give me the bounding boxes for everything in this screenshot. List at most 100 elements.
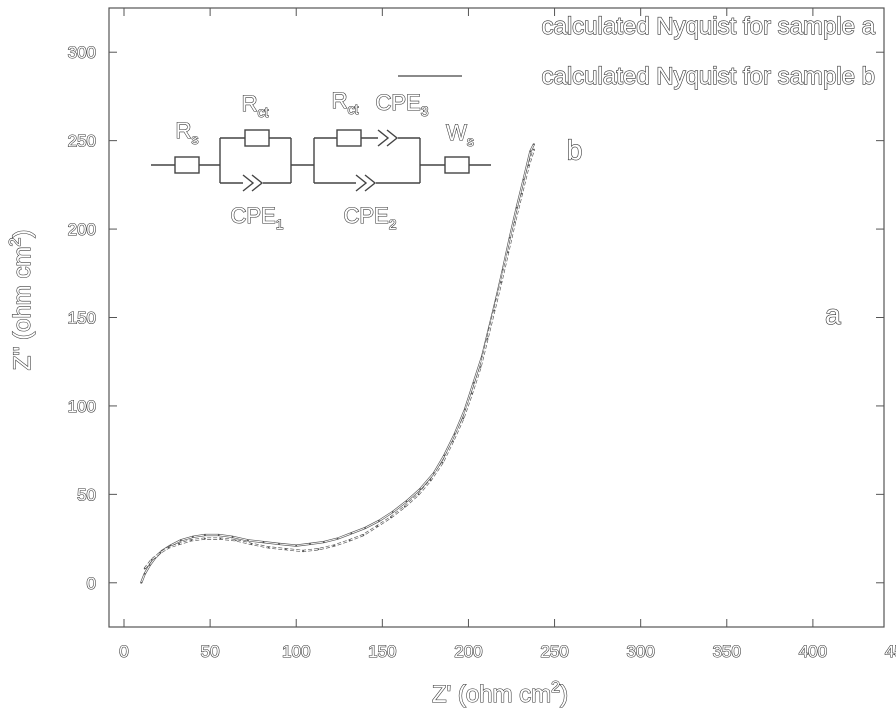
x-axis-label: Z' (ohm cm2)	[432, 679, 568, 708]
data-point	[140, 581, 143, 584]
x-tick-label: 100	[282, 642, 310, 661]
equivalent-circuit	[151, 129, 491, 192]
data-point	[391, 511, 394, 513]
data-point	[441, 461, 444, 464]
data-point	[169, 544, 172, 547]
rs-label: Rs	[176, 118, 199, 147]
data-point	[364, 527, 366, 529]
rct2-label: Rct	[332, 88, 359, 117]
data-point	[267, 546, 270, 549]
y-tick-label: 250	[68, 132, 96, 151]
x-tick-label: 350	[713, 642, 741, 661]
cpe3-label: CPE3	[375, 90, 428, 119]
cpe2-label: CPE2	[343, 203, 396, 232]
x-tick-label: 450	[885, 642, 896, 661]
data-point	[508, 237, 511, 239]
data-point	[143, 567, 146, 570]
data-point	[159, 551, 162, 554]
y-tick-label: 150	[68, 309, 96, 328]
legend-label-sample-b: calculated Nyquist for sample b	[542, 63, 876, 90]
data-point	[471, 392, 473, 395]
data-point	[362, 534, 365, 536]
data-point	[486, 337, 489, 340]
data-point	[520, 192, 523, 195]
cpe3-element	[377, 129, 399, 147]
x-tick-label: 150	[368, 642, 396, 661]
data-point	[143, 573, 146, 575]
x-tick-label: 50	[201, 642, 220, 661]
data-point	[204, 537, 206, 540]
data-point	[179, 539, 182, 542]
data-point	[192, 535, 194, 538]
y-tick-label: 300	[68, 43, 96, 62]
data-point	[378, 520, 380, 522]
data-point	[472, 382, 475, 384]
data-point	[514, 221, 516, 223]
cpe1-label: CPE1	[230, 203, 283, 232]
data-point	[417, 493, 420, 496]
data-point	[190, 539, 193, 542]
data-point	[231, 535, 234, 538]
cpe2-element	[355, 174, 377, 192]
data-series	[143, 148, 535, 570]
data-point	[302, 550, 304, 552]
data-point	[247, 539, 249, 542]
data-point	[250, 543, 253, 545]
data-point	[507, 251, 509, 254]
data-point	[443, 454, 446, 457]
x-tick-label: 250	[540, 642, 568, 661]
data-point	[479, 366, 482, 368]
data-point	[405, 500, 408, 503]
data-point	[322, 541, 325, 543]
data-point	[309, 543, 311, 545]
data-point	[350, 532, 353, 535]
data-point	[217, 534, 220, 536]
data-point	[204, 534, 206, 536]
data-point	[285, 548, 287, 551]
data-point	[527, 164, 530, 167]
x-tick-label: 0	[119, 642, 128, 661]
data-point	[419, 488, 422, 490]
y-tick-label: 0	[87, 574, 96, 593]
data-point	[167, 546, 170, 549]
data-point	[148, 564, 151, 566]
data-point	[150, 558, 153, 561]
data-point	[295, 544, 298, 547]
data-point	[462, 417, 465, 420]
x-tick-label: 200	[454, 642, 482, 661]
data-point	[348, 539, 351, 542]
y-axis-label: Z'' (ohm cm2)	[7, 230, 36, 371]
data-point	[429, 479, 432, 482]
data-point	[390, 516, 392, 519]
data-point	[317, 548, 320, 551]
data-point	[493, 309, 496, 312]
data-point	[453, 433, 456, 436]
data-point	[533, 143, 535, 146]
data-point	[333, 544, 335, 547]
data-point	[178, 543, 181, 545]
x-tick-label: 300	[626, 642, 654, 661]
data-point	[376, 525, 379, 528]
data-point	[278, 543, 280, 545]
data-point	[262, 541, 265, 543]
cpe1-element	[242, 174, 264, 192]
data-point	[500, 281, 503, 283]
data-point	[529, 150, 532, 153]
data-point	[533, 148, 535, 151]
y-tick-label: 200	[68, 220, 96, 239]
warburg-label: Ws	[446, 120, 474, 149]
data-point	[235, 539, 237, 542]
annotation-b: b	[567, 134, 583, 165]
data-point	[522, 178, 525, 181]
rct-label: Rct	[242, 91, 269, 120]
data-point	[219, 537, 222, 540]
data-point	[336, 537, 339, 540]
data-point	[452, 440, 454, 443]
annotation-a: a	[825, 299, 841, 330]
y-tick-label: 50	[77, 485, 96, 504]
x-tick-label: 400	[799, 642, 827, 661]
legend-label-sample-a: calculated Nyquist for sample a	[542, 13, 876, 40]
